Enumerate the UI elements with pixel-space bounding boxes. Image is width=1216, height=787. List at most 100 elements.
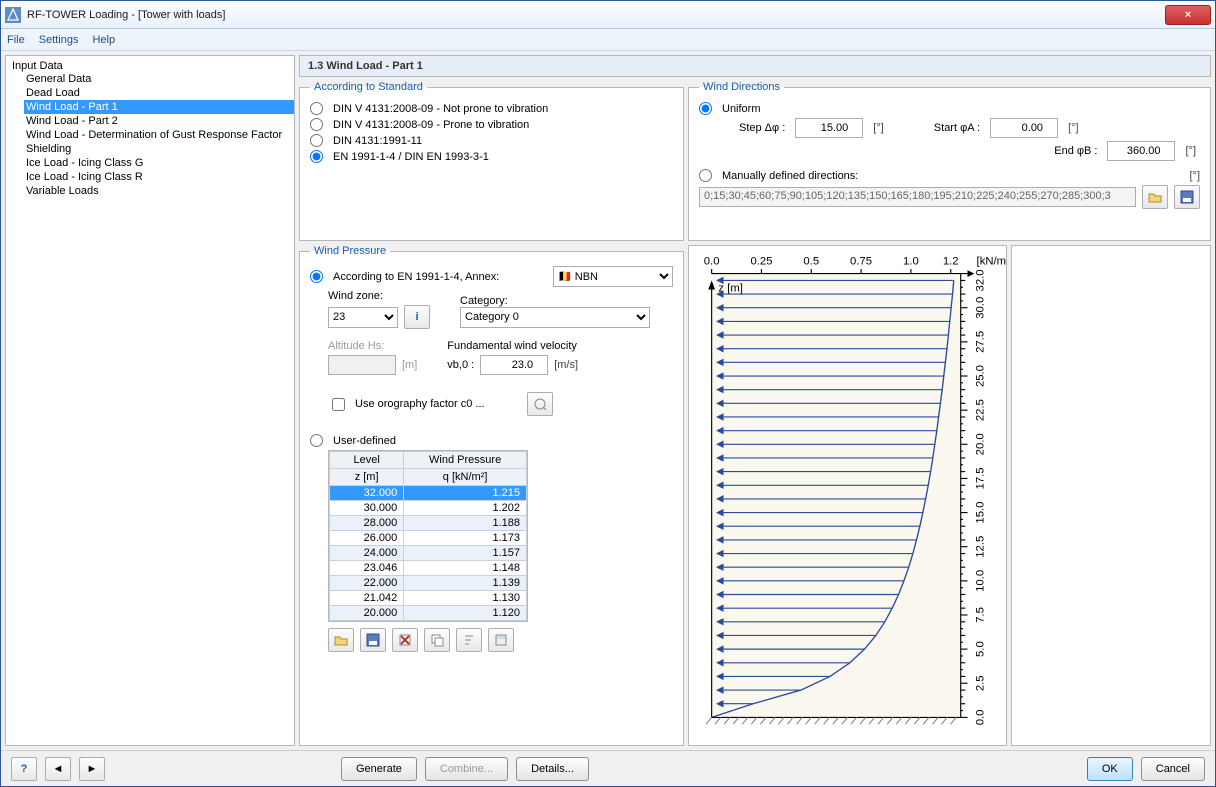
tree-pane: Input Data General DataDead LoadWind Loa… [5,55,295,746]
svg-text:0.75: 0.75 [850,256,872,268]
vb-label: vb,0 : [447,359,474,371]
orography-details-button[interactable] [527,392,553,416]
menubar: File Settings Help [1,29,1215,51]
category-label: Category: [460,295,650,307]
close-button[interactable]: × [1165,5,1211,25]
app-window: RF-TOWER Loading - [Tower with loads] × … [0,0,1216,787]
table-row[interactable]: 20.0001.120 [330,606,527,621]
standard-option-label: DIN V 4131:2008-09 - Prone to vibration [333,119,529,131]
svg-text:20.0: 20.0 [974,433,986,455]
tree-item[interactable]: Wind Load - Part 2 [24,114,294,128]
pressure-chart: 0.00.250.50.751.01.2[kN/m²]0.02.55.07.51… [688,245,1007,746]
table-copy-button[interactable] [424,628,450,652]
orography-checkbox[interactable] [332,398,345,411]
svg-text:25.0: 25.0 [974,365,986,387]
table-row[interactable]: 28.0001.188 [330,516,527,531]
step-input[interactable] [795,118,863,138]
standard-option-label: DIN 4131:1991-11 [333,135,422,147]
annex-select[interactable]: 🇧🇪 NBN [553,266,673,287]
wind-pressure-legend: Wind Pressure [310,245,390,257]
start-label: Start φA : [934,122,980,134]
svg-text:0.0: 0.0 [974,710,986,726]
standard-option-radio[interactable] [310,102,323,115]
table-sort-button[interactable] [456,628,482,652]
table-save-button[interactable] [360,628,386,652]
svg-text:32.0: 32.0 [974,269,986,291]
standard-option-radio[interactable] [310,150,323,163]
svg-text:[kN/m²]: [kN/m²] [977,256,1006,268]
table-row[interactable]: 22.0001.139 [330,576,527,591]
open-directions-button[interactable] [1142,185,1168,209]
end-input[interactable] [1107,141,1175,161]
windzone-info-button[interactable]: i [404,305,430,329]
ok-button[interactable]: OK [1087,757,1133,781]
vb-input[interactable] [480,355,548,375]
tree-item[interactable]: Wind Load - Part 1 [24,100,294,114]
menu-settings[interactable]: Settings [39,34,79,46]
windzone-label: Wind zone: [328,290,430,302]
standard-option-radio[interactable] [310,118,323,131]
window-title: RF-TOWER Loading - [Tower with loads] [27,9,1165,21]
svg-text:0.0: 0.0 [704,256,720,268]
orography-label: Use orography factor c0 ... [355,398,485,410]
generate-button[interactable]: Generate [341,757,417,781]
manual-radio[interactable] [699,169,712,182]
table-calc-button[interactable] [488,628,514,652]
standard-option-radio[interactable] [310,134,323,147]
standard-option-label: EN 1991-1-4 / DIN EN 1993-3-1 [333,151,489,163]
help-button[interactable]: ? [11,757,37,781]
next-button[interactable]: ► [79,757,105,781]
tree-item[interactable]: Dead Load [24,86,294,100]
tree-item[interactable]: General Data [24,72,294,86]
svg-text:2.5: 2.5 [974,675,986,691]
prev-button[interactable]: ◄ [45,757,71,781]
start-input[interactable] [990,118,1058,138]
uniform-label: Uniform [722,103,761,115]
svg-text:0.25: 0.25 [750,256,772,268]
altitude-input [328,355,396,375]
pressure-table[interactable]: LevelWind Pressure z [m]q [kN/m²] 32.000… [328,450,528,622]
svg-text:22.5: 22.5 [974,399,986,421]
tree-item[interactable]: Wind Load - Determination of Gust Respon… [24,128,294,142]
user-defined-radio[interactable] [310,434,323,447]
windzone-select[interactable]: 23 [328,307,398,328]
standard-option-label: DIN V 4131:2008-09 - Not prone to vibrat… [333,103,548,115]
wind-directions-group: Wind Directions Uniform Step Δφ : [°] St [688,81,1211,241]
table-open-button[interactable] [328,628,354,652]
menu-help[interactable]: Help [92,34,115,46]
according-radio[interactable] [310,270,323,283]
table-row[interactable]: 24.0001.157 [330,546,527,561]
tree-item[interactable]: Shielding [24,142,294,156]
details-button[interactable]: Details... [516,757,589,781]
manual-label: Manually defined directions: [722,170,858,182]
svg-text:1.2: 1.2 [943,256,959,268]
end-label: End φB : [1054,145,1097,157]
according-label: According to EN 1991-1-4, Annex: [333,271,499,283]
tree-root[interactable]: Input Data [6,60,294,72]
manual-directions-field: 0;15;30;45;60;75;90;105;120;135;150;165;… [699,187,1136,207]
wind-pressure-group: Wind Pressure According to EN 1991-1-4, … [299,245,684,746]
svg-text:10.0: 10.0 [974,570,986,592]
titlebar: RF-TOWER Loading - [Tower with loads] × [1,1,1215,29]
svg-text:15.0: 15.0 [974,502,986,524]
svg-text:17.5: 17.5 [974,467,986,489]
table-delete-button[interactable] [392,628,418,652]
table-row[interactable]: 32.0001.215 [330,486,527,501]
category-select[interactable]: Category 0 [460,307,650,328]
content: Input Data General DataDead LoadWind Loa… [1,51,1215,750]
wind-dir-legend: Wind Directions [699,81,784,93]
combine-button[interactable]: Combine... [425,757,508,781]
table-row[interactable]: 21.0421.130 [330,591,527,606]
table-row[interactable]: 23.0461.148 [330,561,527,576]
svg-text:7.5: 7.5 [974,607,986,623]
tree-item[interactable]: Variable Loads [24,184,294,198]
table-row[interactable]: 26.0001.173 [330,531,527,546]
save-directions-button[interactable] [1174,185,1200,209]
standard-group: According to Standard DIN V 4131:2008-09… [299,81,684,241]
tree-item[interactable]: Ice Load - Icing Class R [24,170,294,184]
tree-item[interactable]: Ice Load - Icing Class G [24,156,294,170]
cancel-button[interactable]: Cancel [1141,757,1205,781]
table-row[interactable]: 30.0001.202 [330,501,527,516]
uniform-radio[interactable] [699,102,712,115]
menu-file[interactable]: File [7,34,25,46]
